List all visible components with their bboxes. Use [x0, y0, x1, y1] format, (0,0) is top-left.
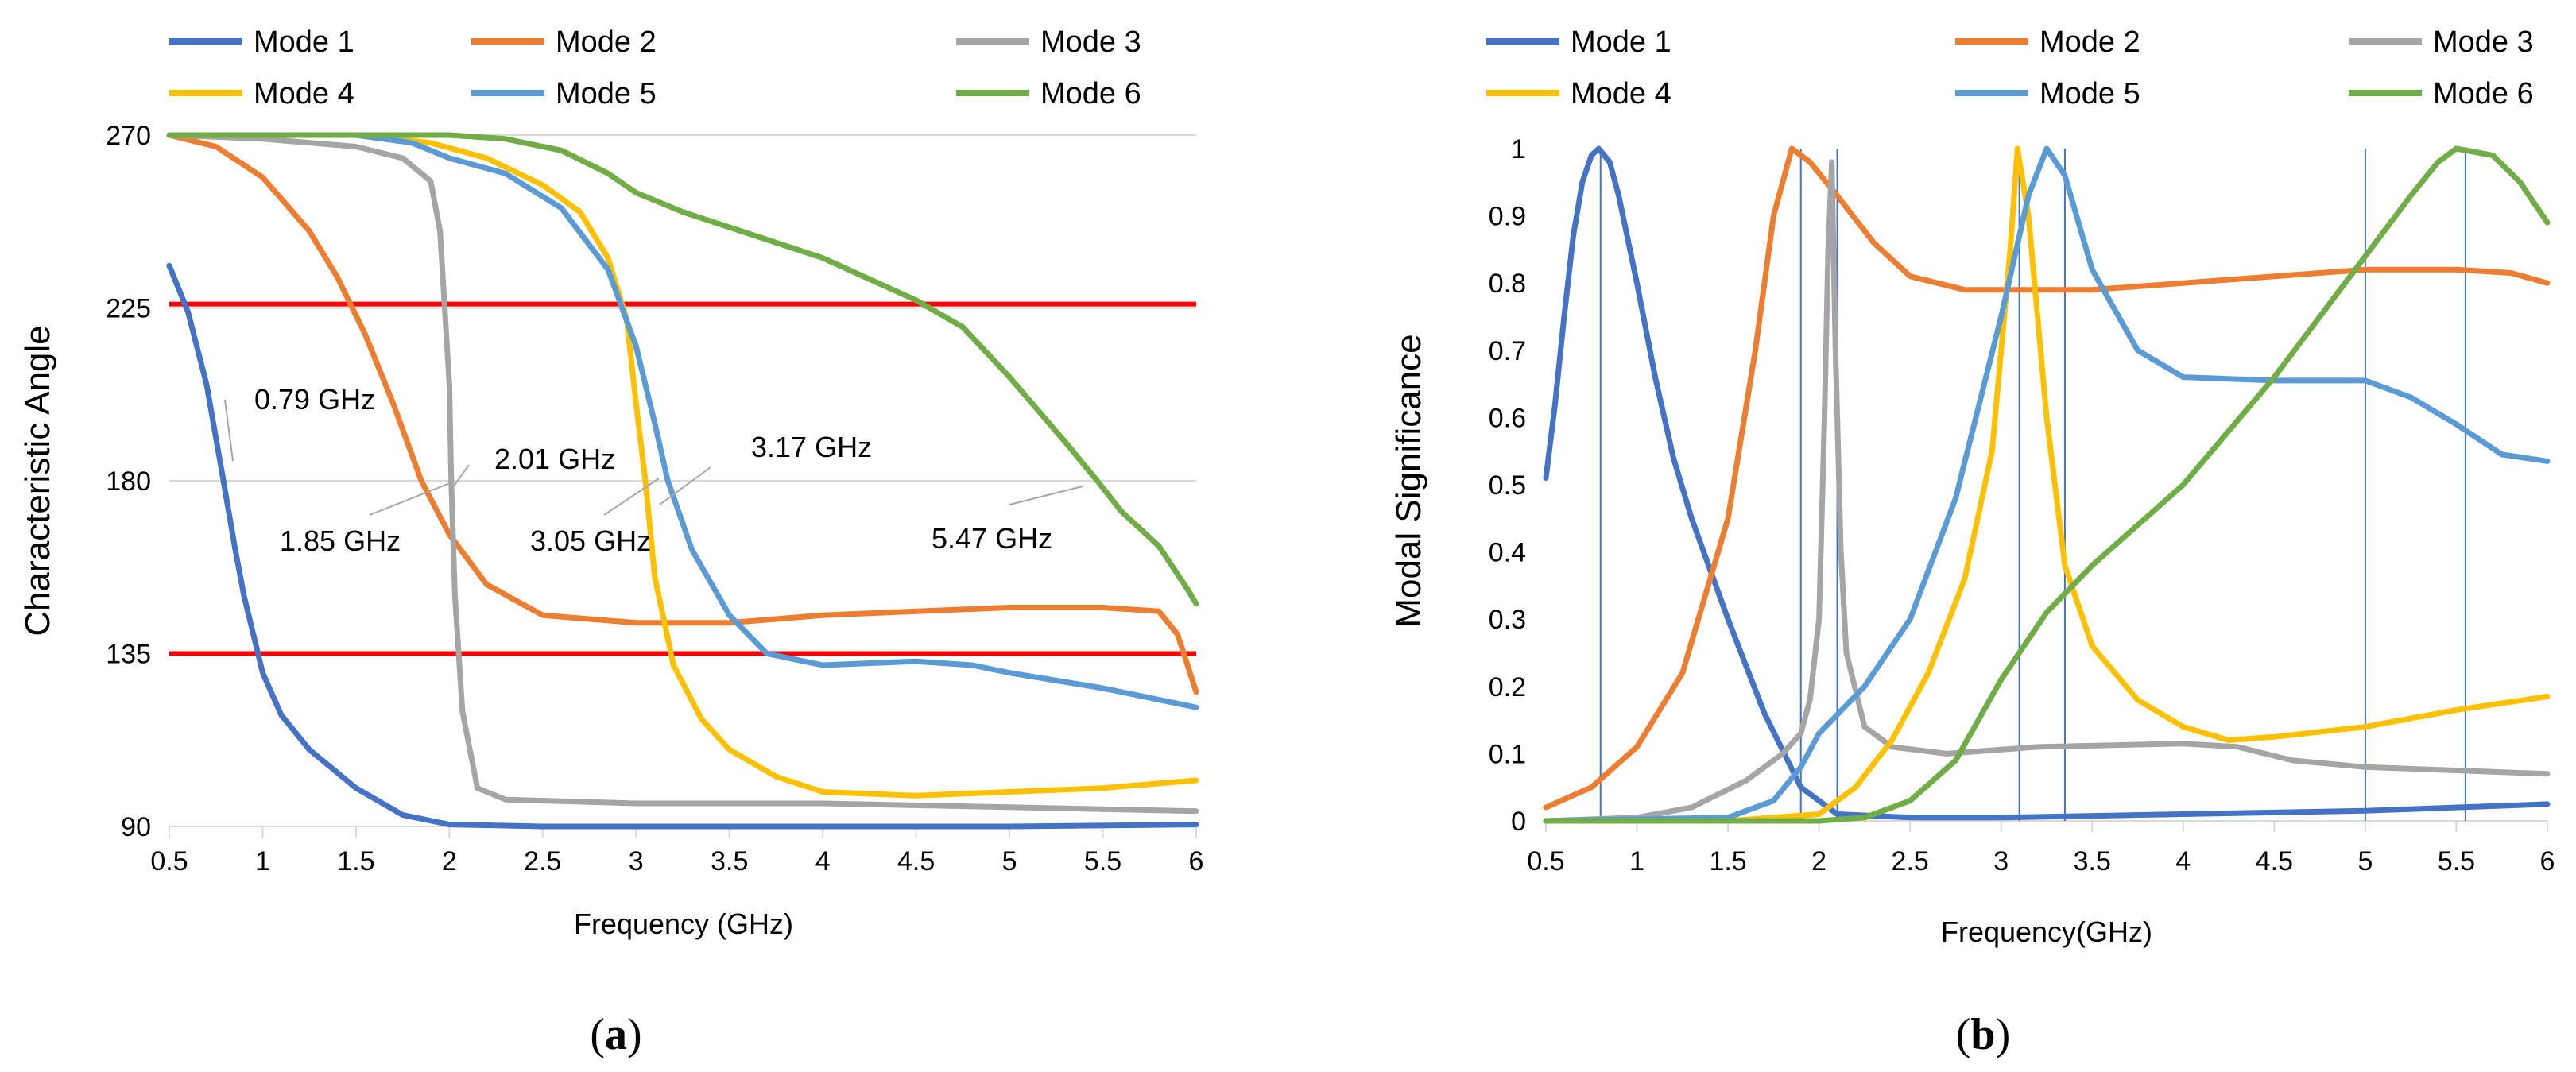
x-tick-label: 4	[2175, 846, 2191, 877]
x-tick-label: 3.5	[2074, 846, 2111, 877]
y-tick-label: 225	[106, 294, 151, 324]
annotation-leader	[448, 464, 470, 493]
legend-label: Mode 2	[2039, 25, 2140, 59]
x-tick-label: 1.5	[337, 846, 374, 877]
y-tick-label: 0.1	[1489, 739, 1526, 769]
series-line-mode-2	[1543, 145, 2551, 811]
y-tick-label: 0.3	[1489, 605, 1526, 635]
x-tick-label: 3	[1993, 846, 2009, 877]
legend-label: Mode 5	[556, 77, 657, 110]
y-tick-label: 0.2	[1489, 672, 1526, 702]
subfigure-caption-letter: a	[605, 1010, 627, 1059]
series-line-mode-5	[166, 132, 1199, 710]
series-line-mode-4	[166, 132, 1199, 799]
x-axis-title: Frequency (GHz)	[574, 908, 793, 940]
legend-label: Mode 6	[2433, 77, 2534, 110]
x-tick-label: 0.5	[150, 846, 188, 877]
x-axis-title: Frequency(GHz)	[1941, 915, 2152, 948]
x-tick-label: 4.5	[897, 846, 935, 877]
legend-label: Mode 2	[556, 25, 657, 59]
annotation-leader	[369, 482, 451, 516]
annotation-leader	[1009, 486, 1083, 505]
series-line-mode-6	[166, 132, 1199, 607]
y-tick-label: 0.6	[1489, 403, 1526, 433]
series-line-mode-5	[1543, 145, 2551, 824]
x-tick-label: 2	[442, 846, 457, 877]
y-axis-title: Characteristic Angle	[18, 325, 57, 636]
series-line-mode-4	[1543, 145, 2551, 824]
series-line-mode-6	[1543, 145, 2551, 824]
legend-label: Mode 4	[254, 77, 354, 110]
legend-label: Mode 6	[1040, 77, 1141, 110]
x-tick-label: 1	[1629, 846, 1644, 877]
y-tick-label: 0.4	[1489, 538, 1526, 568]
x-tick-label: 2	[1811, 846, 1826, 877]
x-tick-label: 1	[255, 846, 270, 877]
subfigure-caption: (b)	[1956, 1010, 2010, 1059]
y-tick-label: 0.8	[1489, 269, 1526, 299]
annotation-leader	[603, 478, 660, 516]
y-tick-label: 0.7	[1489, 336, 1526, 366]
chart-b: 0 0.1 0.2 0.3 0.4 0.5 0.6 0.7 0.8 0.9 1 0.5 1 1.5 2 2.5…	[1389, 25, 2555, 1059]
y-tick-label: 135	[106, 640, 151, 670]
x-tick-label: 5	[2357, 846, 2373, 877]
legend-label: Mode 3	[1040, 25, 1141, 59]
x-tick-label: 2.5	[1892, 846, 1929, 877]
x-tick-label: 3.5	[711, 846, 748, 877]
legend-label: Mode 1	[1571, 25, 1671, 59]
x-tick-label: 0.5	[1527, 846, 1564, 877]
y-tick-label: 0.9	[1489, 202, 1526, 232]
y-tick-label: 1	[1511, 134, 1526, 164]
legend-label: Mode 4	[1571, 77, 1671, 110]
subfigure-caption-letter: b	[1970, 1010, 1995, 1059]
legend-label: Mode 3	[2433, 25, 2534, 59]
subfigure-caption: (a)	[590, 1010, 641, 1059]
y-tick-label: 270	[106, 121, 151, 151]
annotation-label: 5.47 GHz	[932, 522, 1052, 555]
y-tick-label: 180	[106, 466, 151, 497]
annotation-leader	[659, 466, 711, 505]
annotation-leader	[224, 399, 234, 462]
x-tick-label: 4.5	[2256, 846, 2293, 877]
series-line-mode-2	[166, 132, 1199, 695]
x-tick-label: 4	[815, 846, 831, 877]
x-tick-label: 5.5	[2438, 846, 2475, 877]
annotation-label: 0.79 GHz	[254, 383, 375, 416]
x-tick-label: 2.5	[524, 846, 561, 877]
annotation-label: 1.85 GHz	[280, 524, 401, 557]
x-tick-label: 5.5	[1084, 846, 1121, 877]
x-tick-label: 5	[1002, 846, 1017, 877]
y-tick-label: 0.5	[1489, 470, 1526, 501]
y-tick-label: 90	[121, 812, 151, 842]
legend-label: Mode 1	[254, 25, 354, 59]
x-tick-label: 3	[629, 846, 644, 877]
x-tick-label: 6	[1189, 846, 1204, 877]
annotation-label: 2.01 GHz	[494, 443, 615, 475]
x-tick-label: 6	[2540, 846, 2555, 877]
y-tick-label: 0	[1511, 807, 1526, 837]
legend-label: Mode 5	[2039, 77, 2140, 110]
annotation-label: 3.05 GHz	[530, 524, 651, 557]
series-line-mode-3	[1543, 159, 2551, 824]
y-axis-title: Modal Significance	[1389, 334, 1428, 627]
series-line-mode-1	[166, 262, 1199, 830]
x-tick-label: 1.5	[1709, 846, 1746, 877]
series-line-mode-1	[1543, 145, 2551, 821]
annotation-label: 3.17 GHz	[751, 431, 872, 463]
series-line-mode-3	[166, 132, 1199, 815]
chart-a: 90 135 180 225 270 0.5 1 1.5 2 2.5 3 3.5 4 4.5 5 5.5 6 Mo…	[18, 25, 1203, 1059]
